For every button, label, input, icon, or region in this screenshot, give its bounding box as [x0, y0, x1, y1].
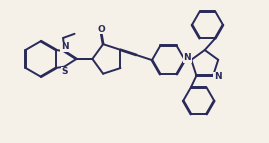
Text: S: S [62, 67, 68, 76]
Text: O: O [97, 25, 105, 34]
Text: N: N [183, 53, 191, 62]
Text: N: N [61, 42, 69, 51]
Text: N: N [214, 72, 221, 81]
